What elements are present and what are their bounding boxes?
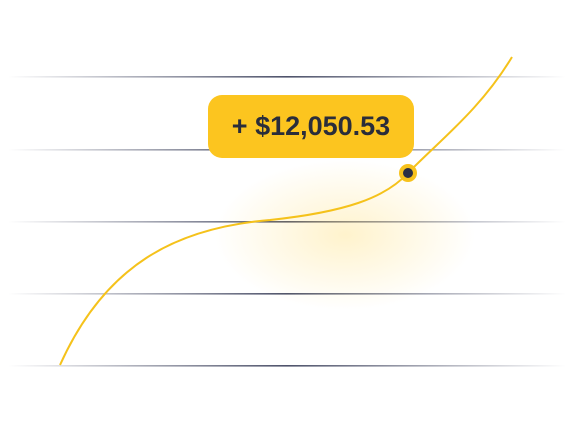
- grid-line: [8, 76, 566, 78]
- grid-line: [8, 365, 566, 367]
- point-dot: [403, 168, 413, 178]
- curve-glow: [215, 160, 475, 310]
- tooltip-box: [208, 95, 414, 158]
- trend-curve: [59, 56, 513, 366]
- tooltip-label: + $12,050.53: [232, 111, 390, 141]
